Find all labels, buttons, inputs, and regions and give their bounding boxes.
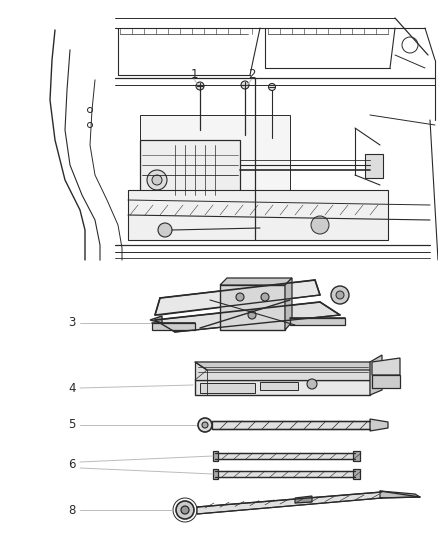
Circle shape bbox=[152, 175, 162, 185]
Circle shape bbox=[268, 84, 276, 91]
Text: 2: 2 bbox=[248, 69, 256, 82]
Polygon shape bbox=[155, 302, 340, 332]
Circle shape bbox=[147, 170, 167, 190]
Circle shape bbox=[336, 291, 344, 299]
Polygon shape bbox=[152, 323, 195, 330]
Polygon shape bbox=[295, 496, 312, 503]
Polygon shape bbox=[372, 375, 400, 388]
Polygon shape bbox=[380, 491, 420, 498]
Polygon shape bbox=[213, 451, 218, 461]
Bar bbox=[365, 154, 383, 178]
Polygon shape bbox=[353, 451, 360, 461]
Polygon shape bbox=[370, 419, 388, 431]
Polygon shape bbox=[195, 362, 370, 380]
Polygon shape bbox=[140, 115, 290, 195]
Circle shape bbox=[158, 223, 172, 237]
Polygon shape bbox=[212, 421, 370, 429]
Text: 1: 1 bbox=[190, 69, 198, 82]
Polygon shape bbox=[285, 278, 292, 330]
Circle shape bbox=[176, 501, 194, 519]
Polygon shape bbox=[155, 280, 320, 315]
Circle shape bbox=[196, 82, 204, 90]
Polygon shape bbox=[195, 380, 370, 395]
Polygon shape bbox=[215, 453, 355, 459]
Polygon shape bbox=[197, 492, 382, 514]
Circle shape bbox=[261, 293, 269, 301]
Polygon shape bbox=[220, 285, 285, 330]
Circle shape bbox=[241, 81, 249, 89]
Text: 8: 8 bbox=[68, 504, 75, 516]
Bar bbox=[260, 382, 298, 390]
Circle shape bbox=[236, 293, 244, 301]
Circle shape bbox=[311, 216, 329, 234]
Circle shape bbox=[331, 286, 349, 304]
Polygon shape bbox=[220, 278, 292, 285]
Circle shape bbox=[307, 379, 317, 389]
Bar bbox=[128, 190, 388, 240]
Polygon shape bbox=[213, 469, 218, 479]
Bar bbox=[200, 383, 255, 393]
Polygon shape bbox=[195, 362, 382, 370]
Bar bbox=[140, 140, 240, 195]
Polygon shape bbox=[372, 358, 400, 375]
Polygon shape bbox=[353, 469, 360, 479]
Polygon shape bbox=[290, 318, 345, 325]
Text: 4: 4 bbox=[68, 382, 75, 394]
Circle shape bbox=[248, 311, 256, 319]
Text: 6: 6 bbox=[68, 458, 75, 472]
Polygon shape bbox=[370, 355, 382, 395]
Circle shape bbox=[181, 506, 189, 514]
Circle shape bbox=[198, 418, 212, 432]
Polygon shape bbox=[150, 316, 162, 323]
Text: 5: 5 bbox=[68, 418, 75, 432]
Circle shape bbox=[202, 422, 208, 428]
Text: 3: 3 bbox=[68, 317, 75, 329]
Polygon shape bbox=[215, 471, 355, 477]
